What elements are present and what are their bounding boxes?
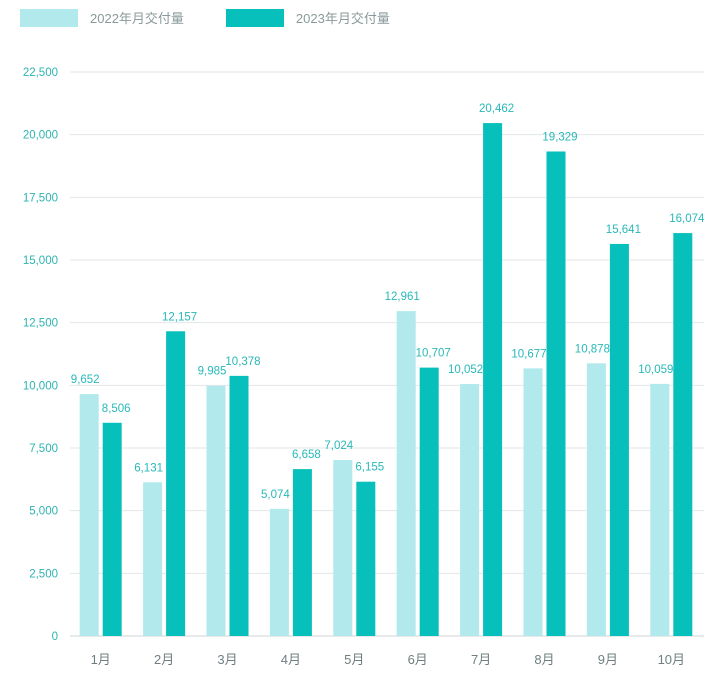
bar-2023 <box>483 123 503 636</box>
y-tick-label: 7,500 <box>29 443 58 455</box>
data-label: 10,707 <box>416 348 451 360</box>
x-tick-label: 6月 <box>408 652 428 667</box>
bar-2022 <box>586 363 606 636</box>
x-tick-label: 3月 <box>217 652 237 667</box>
legend-label-2023: 2023年月交付量 <box>295 11 390 26</box>
bar-2022 <box>523 368 543 636</box>
bar-2022 <box>269 508 289 636</box>
x-tick-label: 4月 <box>281 652 301 667</box>
bar-2023 <box>546 151 566 637</box>
y-tick-label: 17,500 <box>23 192 58 204</box>
data-label: 9,652 <box>71 374 100 386</box>
bar-2022 <box>650 383 670 636</box>
bar-2022 <box>333 459 353 636</box>
data-label: 16,074 <box>669 213 705 225</box>
bar-2023 <box>229 375 249 636</box>
y-tick-label: 5,000 <box>29 506 58 518</box>
y-tick-label: 15,000 <box>23 255 58 267</box>
data-label: 15,641 <box>606 224 641 236</box>
legend-swatch-2023 <box>225 8 284 27</box>
x-tick-label: 7月 <box>471 652 491 667</box>
bar-2022 <box>79 394 99 636</box>
data-label: 10,378 <box>225 356 260 368</box>
y-tick-label: 2,500 <box>29 568 58 580</box>
bar-2023 <box>356 481 376 636</box>
y-tick-label: 22,500 <box>23 67 58 79</box>
data-label: 12,961 <box>385 291 420 303</box>
chart-legend: 2022年月交付量 2023年月交付量 <box>20 8 432 27</box>
legend-item-2022: 2022年月交付量 <box>20 8 184 27</box>
data-label: 6,658 <box>292 449 321 461</box>
data-label: 19,329 <box>542 131 577 143</box>
bar-2023 <box>102 422 122 636</box>
data-label: 5,074 <box>261 489 290 501</box>
data-label: 12,157 <box>162 311 197 323</box>
legend-label-2022: 2022年月交付量 <box>90 11 184 26</box>
data-label: 6,155 <box>355 462 384 474</box>
legend-swatch-2022 <box>20 8 78 27</box>
data-label: 8,506 <box>102 403 131 415</box>
bar-2022 <box>396 311 416 636</box>
x-tick-label: 2月 <box>154 652 174 667</box>
bar-2022 <box>143 482 163 636</box>
x-tick-label: 9月 <box>598 652 618 667</box>
data-label: 10,052 <box>448 364 483 376</box>
bar-2023 <box>292 469 312 636</box>
bar-2022 <box>206 385 226 636</box>
bar-2023 <box>673 233 693 636</box>
bar-2023 <box>609 243 629 637</box>
data-label: 7,024 <box>324 440 353 452</box>
x-tick-label: 1月 <box>91 652 111 667</box>
data-label: 20,462 <box>479 103 514 115</box>
bar-2023 <box>419 367 439 636</box>
bar-2022 <box>460 384 480 636</box>
x-tick-label: 8月 <box>534 652 554 667</box>
y-tick-label: 10,000 <box>23 380 58 392</box>
x-tick-label: 5月 <box>344 652 364 667</box>
data-label: 10,878 <box>575 343 610 355</box>
legend-item-2023: 2023年月交付量 <box>225 8 390 27</box>
bar-2023 <box>166 331 186 636</box>
y-tick-label: 20,000 <box>23 130 58 142</box>
y-tick-label: 12,500 <box>23 318 58 330</box>
y-tick-label: 0 <box>52 631 58 643</box>
data-label: 6,131 <box>134 462 163 474</box>
data-label: 10,677 <box>511 348 546 360</box>
data-label: 9,985 <box>198 366 227 378</box>
data-label: 10,059 <box>638 364 673 376</box>
x-tick-label: 10月 <box>658 652 685 667</box>
